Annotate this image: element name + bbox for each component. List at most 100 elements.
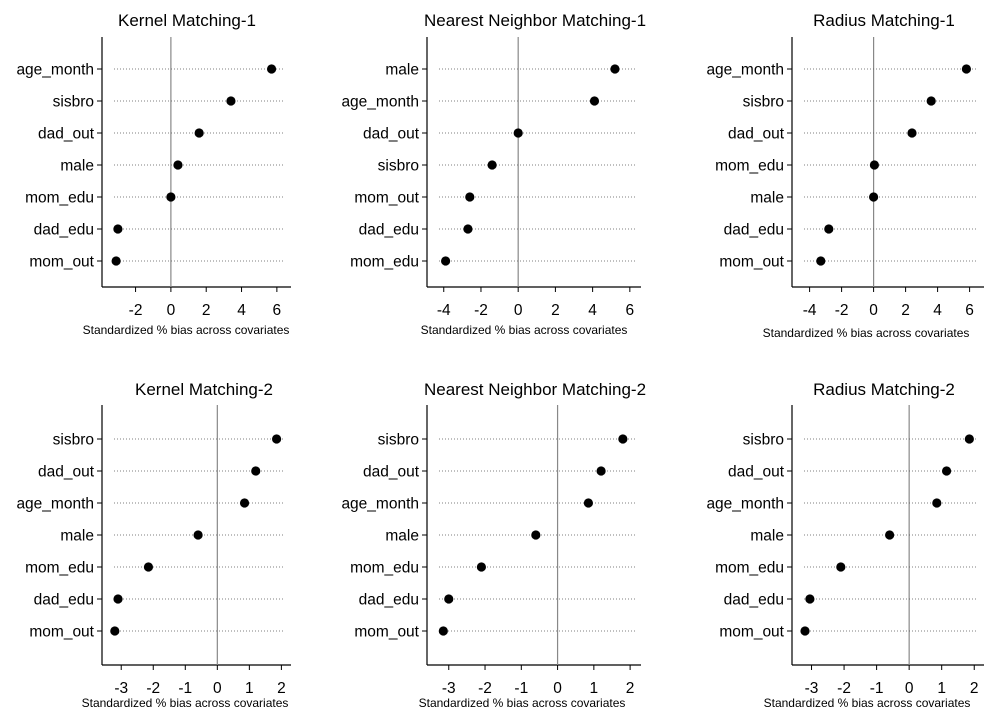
panel-6: Radius Matching-2 sisbro dad_out age_monthm… — [706, 380, 984, 710]
y-tick-label: age_month — [706, 496, 784, 513]
x-tick-label: 2 — [901, 302, 910, 319]
y-tick-label: mom_out — [29, 254, 94, 271]
data-point — [266, 64, 277, 74]
x-tick-label: 2 — [277, 680, 286, 697]
data-point — [932, 498, 942, 508]
data-point — [487, 160, 497, 170]
x-tick-label: -2 — [837, 680, 851, 697]
x-tick-label: -4 — [437, 302, 451, 319]
data-point — [800, 626, 810, 636]
x-axis-label: Standardized % bias across covariates — [764, 696, 971, 710]
data-point — [226, 96, 236, 106]
y-tick-label: mom_edu — [350, 560, 419, 577]
y-tick-label: age_month — [16, 62, 94, 79]
data-point — [441, 256, 451, 266]
x-tick-label: -2 — [129, 302, 143, 319]
y-tick-label: dad_out — [38, 464, 95, 481]
data-point — [166, 192, 176, 202]
x-tick-label: -2 — [835, 302, 849, 319]
y-tick-label: age_month — [341, 496, 419, 513]
data-point — [941, 466, 952, 476]
y-tick-label: dad_edu — [34, 222, 94, 239]
y-tick-label: male — [750, 190, 784, 207]
x-tick-label: 2 — [970, 680, 979, 697]
data-point — [143, 562, 154, 572]
y-tick-label: mom_edu — [25, 560, 94, 577]
data-point — [618, 434, 628, 444]
x-axis-label: Standardized % bias across covariates — [763, 326, 970, 340]
x-axis-label: Standardized % bias across covariates — [421, 323, 628, 337]
data-point — [926, 96, 936, 106]
y-tick-label: dad_out — [728, 126, 785, 143]
data-point — [805, 594, 815, 604]
y-tick-label: mom_out — [354, 190, 419, 207]
y-tick-label: age_month — [341, 94, 419, 111]
data-point — [444, 594, 454, 604]
x-tick-label: 0 — [213, 680, 222, 697]
y-tick-label: mom_out — [29, 624, 94, 641]
data-point — [816, 256, 826, 266]
data-point — [271, 434, 282, 444]
y-tick-label: dad_edu — [724, 592, 784, 609]
x-axis-label: Standardized % bias across covariates — [82, 696, 289, 710]
data-point — [173, 160, 183, 170]
data-point — [111, 256, 121, 266]
y-tick-label: age_month — [706, 62, 784, 79]
data-point — [836, 562, 846, 572]
data-point — [596, 466, 606, 476]
data-point — [513, 128, 523, 138]
y-tick-label: dad_edu — [359, 222, 419, 239]
x-tick-label: 0 — [553, 680, 562, 697]
x-tick-label: 2 — [626, 680, 635, 697]
y-tick-label: mom_out — [354, 624, 419, 641]
y-tick-label: sisbro — [53, 94, 94, 111]
y-tick-label: dad_edu — [34, 592, 94, 609]
x-tick-label: 4 — [588, 302, 597, 319]
data-point — [869, 192, 879, 202]
data-point — [438, 626, 448, 636]
x-tick-label: 0 — [167, 302, 176, 319]
x-tick-label: 0 — [514, 302, 523, 319]
x-tick-label: 2 — [202, 302, 211, 319]
y-tick-label: dad_out — [728, 464, 785, 481]
x-tick-label: -1 — [514, 680, 528, 697]
data-point — [907, 128, 917, 138]
x-tick-label: 4 — [237, 302, 246, 319]
x-tick-label: -3 — [442, 680, 456, 697]
y-tick-label: male — [60, 528, 94, 545]
y-tick-label: male — [385, 528, 419, 545]
data-point — [113, 594, 123, 604]
x-tick-label: -3 — [805, 680, 819, 697]
x-tick-label: 0 — [869, 302, 878, 319]
y-tick-label: sisbro — [743, 432, 784, 449]
y-tick-label: sisbro — [743, 94, 784, 111]
y-tick-label: sisbro — [378, 158, 419, 175]
y-tick-label: mom_edu — [350, 254, 419, 271]
x-axis-label: Standardized % bias across covariates — [419, 696, 626, 710]
data-point — [465, 192, 475, 202]
chart-title: Nearest Neighbor Matching-2 — [424, 380, 646, 399]
data-point — [964, 434, 974, 444]
x-tick-label: -1 — [178, 680, 192, 697]
x-tick-label: 1 — [590, 680, 599, 697]
y-tick-label: sisbro — [378, 432, 419, 449]
data-point — [824, 224, 834, 234]
data-point — [113, 224, 123, 234]
data-point — [589, 96, 600, 106]
y-tick-label: dad_out — [363, 126, 420, 143]
data-point — [869, 160, 880, 170]
y-tick-label: dad_edu — [724, 222, 784, 239]
chart-title: Radius Matching-2 — [813, 380, 955, 399]
y-tick-label: mom_edu — [715, 560, 784, 577]
data-point — [251, 466, 261, 476]
panel-2: Nearest Neighbor Matching-1 male age_month… — [341, 11, 646, 337]
x-tick-label: 4 — [933, 302, 942, 319]
data-point — [194, 128, 204, 138]
x-tick-label: 6 — [273, 302, 282, 319]
chart-title: Kernel Matching-2 — [135, 380, 273, 399]
x-tick-label: 1 — [937, 680, 946, 697]
